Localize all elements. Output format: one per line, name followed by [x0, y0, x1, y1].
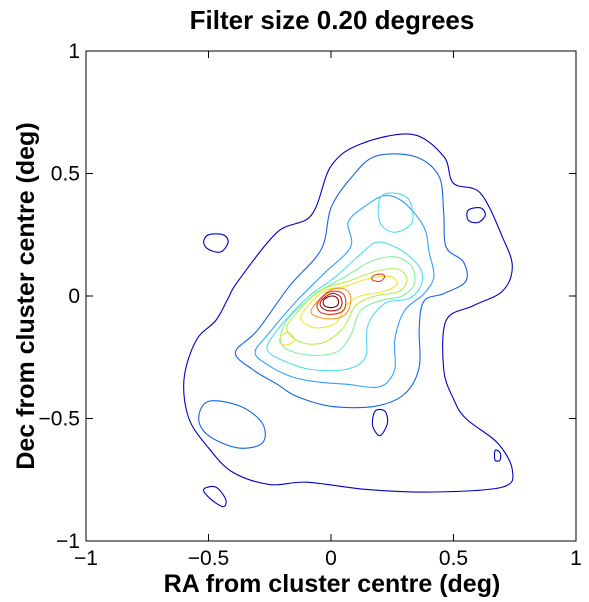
x-tick-label-2: 0: [325, 547, 337, 570]
contour-level-1-line-0: [183, 133, 514, 493]
y-tick-label-2: 0: [68, 285, 80, 308]
y-tick-label-4: 1: [68, 40, 80, 63]
x-axis-label: RA from cluster centre (deg): [164, 570, 501, 598]
x-tick-label-3: 0.5: [439, 547, 468, 570]
contour-level-7-line-14: [278, 332, 295, 346]
chart-title: Filter size 0.20 degrees: [190, 5, 475, 35]
contour-level-1-line-5: [493, 449, 502, 462]
ticks-layer: −1 −0.5 0 0.5 1 −1 −0.5 0 0.5 1: [39, 40, 582, 570]
contour-level-8-line-15: [310, 287, 352, 320]
contour-level-1-line-2: [466, 207, 486, 224]
contour-level-4-line-10: [377, 192, 414, 233]
plot-area: −1 −0.5 0 0.5 1 −1 −0.5 0 0.5 1: [39, 40, 582, 570]
contour-level-2-line-6: [234, 153, 468, 409]
contour-level-1-line-1: [203, 233, 229, 253]
y-axis-label: Dec from cluster centre (deg): [12, 122, 40, 469]
y-tick-label-3: 0.5: [51, 163, 80, 186]
contour-level-3-line-8: [254, 194, 435, 388]
contour-level-1-line-4: [371, 408, 389, 437]
x-tick-label-0: −1: [74, 547, 98, 570]
contour-level-5-line-11: [280, 256, 416, 356]
contour-level-9-line-17: [371, 273, 386, 283]
contour-level-9-line-16: [316, 290, 347, 315]
contour-layer: [183, 133, 514, 508]
contour-level-2-line-7: [198, 400, 266, 449]
y-tick-label-1: −0.5: [39, 408, 80, 431]
x-tick-label-4: 1: [570, 547, 582, 570]
contour-level-1-line-3: [203, 485, 227, 508]
contour-level-10-line-18: [319, 292, 343, 312]
x-tick-label-1: −0.5: [188, 547, 229, 570]
contour-level-11-line-19: [322, 295, 340, 309]
contour-level-6-line-12: [286, 268, 408, 345]
contour-level-7-line-13: [299, 275, 398, 329]
contour-level-4-line-9: [266, 241, 424, 372]
y-tick-label-0: −1: [56, 530, 80, 553]
